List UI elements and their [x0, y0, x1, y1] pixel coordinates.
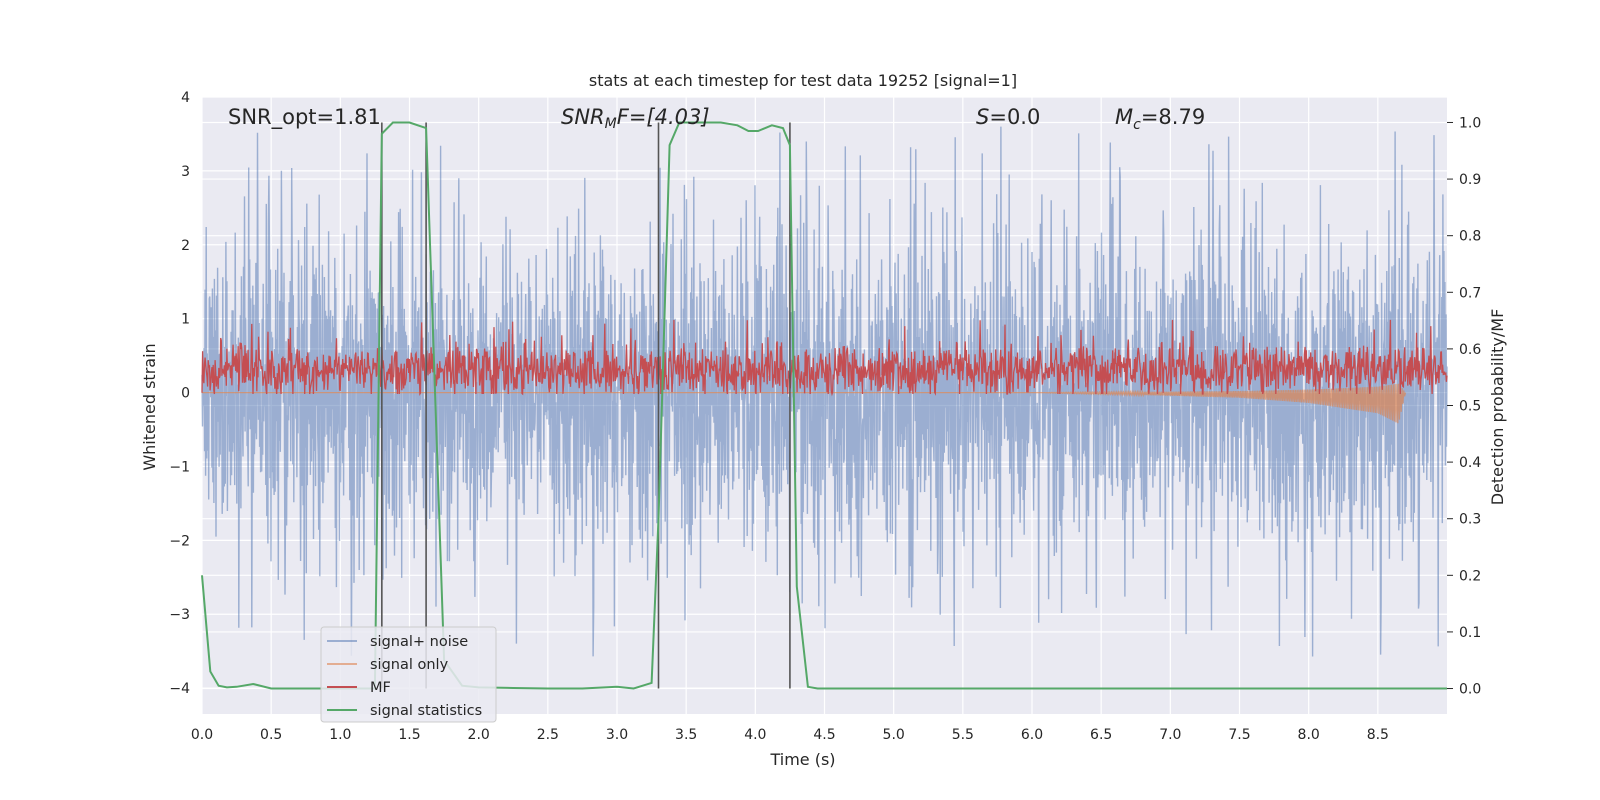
- right-y-tick-label: 1.0: [1459, 115, 1481, 131]
- annotation-mc: Mc=8.79: [1115, 105, 1205, 133]
- x-tick-label: 4.5: [813, 727, 835, 743]
- left-y-tick-label: −2: [169, 533, 190, 549]
- mf-line: [201, 319, 1448, 397]
- right-y-axis-label: Detection probability/MF: [1488, 309, 1507, 506]
- legend-box: [320, 626, 497, 723]
- signal-only-line: [202, 383, 1407, 424]
- left-y-axis-label: Whitened strain: [140, 343, 159, 470]
- mc-label: M: [1115, 105, 1133, 129]
- annotation-snr-mf: SNRMF=[4.03]: [561, 105, 710, 132]
- x-tick-label: 2.5: [537, 727, 559, 743]
- legend-label-signal-noise: signal+ noise: [370, 634, 468, 650]
- left-y-tick-label: 2: [181, 238, 190, 254]
- x-tick-label: 3.5: [675, 727, 697, 743]
- x-tick-label: 0.5: [260, 727, 282, 743]
- right-y-tick-label: 0.3: [1459, 512, 1481, 528]
- legend-label-mf: MF: [370, 680, 391, 696]
- legend: signal+ noise signal only MF signal stat…: [320, 626, 497, 723]
- x-tick-label: 7.5: [1228, 727, 1250, 743]
- right-y-tick-label: 0.4: [1459, 455, 1481, 471]
- s-value: =0.0: [989, 105, 1040, 129]
- x-tick-label: 2.0: [468, 727, 490, 743]
- x-tick-label: 0.0: [191, 727, 213, 743]
- x-tick-label: 7.0: [1159, 727, 1181, 743]
- legend-label-signal-statistics: signal statistics: [370, 703, 482, 719]
- right-y-tick-label: 0.7: [1459, 285, 1481, 301]
- mc-value: =8.79: [1141, 105, 1205, 129]
- right-y-tick-label: 0.2: [1459, 568, 1481, 584]
- s-label: S: [976, 105, 989, 129]
- right-y-tick-label: 0.5: [1459, 399, 1481, 415]
- x-axis-label: Time (s): [769, 750, 835, 769]
- snr-mf-subscript: M: [605, 116, 617, 132]
- left-y-tick-label: −4: [169, 681, 190, 697]
- right-y-axis-ticks: 1.0 0.9 0.8 0.7 0.6 0.5 0.4 0.3 0.2 0.1 0.0: [1447, 115, 1481, 698]
- x-tick-label: 6.0: [1021, 727, 1043, 743]
- x-tick-label: 8.0: [1298, 727, 1320, 743]
- right-y-tick-label: 0.6: [1459, 342, 1481, 358]
- left-y-tick-label: 3: [181, 164, 190, 180]
- legend-label-signal-only: signal only: [370, 657, 449, 673]
- left-y-tick-label: −3: [169, 607, 190, 623]
- annotation-snr-opt: SNR_opt=1.81: [228, 105, 381, 130]
- x-axis-ticks: 0.0 0.5 1.0 1.5 2.0 2.5 3.0 3.5 4.0 4.5 5.0 5.5 6.0 6…: [191, 727, 1389, 743]
- x-tick-label: 8.5: [1367, 727, 1389, 743]
- series-mf: [201, 319, 1448, 397]
- chart-title: stats at each timestep for test data 192…: [589, 71, 1017, 90]
- right-y-tick-label: 0.1: [1459, 625, 1481, 641]
- snr-mf-label: SNR: [561, 105, 605, 129]
- x-tick-label: 6.5: [1090, 727, 1112, 743]
- left-y-tick-label: 0: [181, 386, 190, 402]
- series-signal-only: [202, 383, 1407, 424]
- signal-statistics-line: [201, 121, 1447, 690]
- x-tick-label: 1.5: [398, 727, 420, 743]
- vertical-markers: [381, 122, 791, 689]
- left-y-tick-label: −1: [169, 459, 190, 475]
- annotation-s: S=0.0: [976, 105, 1040, 129]
- right-y-tick-label: 0.8: [1459, 229, 1481, 245]
- x-tick-label: 5.5: [952, 727, 974, 743]
- left-y-tick-label: 4: [181, 90, 190, 106]
- mc-subscript: c: [1133, 117, 1141, 133]
- x-tick-label: 3.0: [606, 727, 628, 743]
- x-tick-label: 5.0: [883, 727, 905, 743]
- left-y-tick-label: 1: [181, 312, 190, 328]
- series-signal-statistics: [201, 121, 1447, 690]
- right-y-tick-label: 0.9: [1459, 172, 1481, 188]
- right-y-tick-label: 0.0: [1459, 682, 1481, 698]
- left-y-axis-ticks: 4 3 2 1 0 −1 −2 −3 −4: [169, 90, 190, 697]
- x-tick-label: 4.0: [744, 727, 766, 743]
- x-tick-label: 1.0: [329, 727, 351, 743]
- snr-mf-rest: F=[4.03]: [617, 105, 710, 129]
